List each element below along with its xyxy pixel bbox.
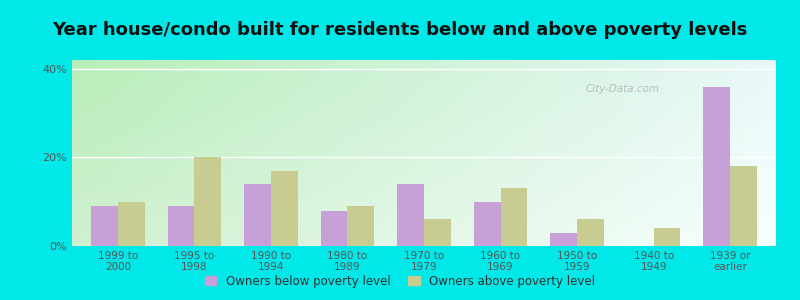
Bar bbox=[118, 202, 145, 246]
Bar bbox=[474, 202, 501, 246]
Bar bbox=[577, 219, 604, 246]
Bar bbox=[550, 233, 577, 246]
Bar bbox=[501, 188, 527, 246]
Bar bbox=[271, 171, 298, 246]
Bar bbox=[91, 206, 118, 246]
Bar bbox=[244, 184, 271, 246]
Text: City-Data.com: City-Data.com bbox=[586, 84, 660, 94]
Bar bbox=[703, 87, 730, 246]
Bar bbox=[194, 158, 222, 246]
Bar bbox=[398, 184, 424, 246]
Bar bbox=[424, 219, 450, 246]
Bar bbox=[654, 228, 680, 246]
Bar bbox=[321, 211, 347, 246]
Text: Year house/condo built for residents below and above poverty levels: Year house/condo built for residents bel… bbox=[52, 21, 748, 39]
Bar bbox=[347, 206, 374, 246]
Bar bbox=[168, 206, 194, 246]
Bar bbox=[730, 166, 757, 246]
Legend: Owners below poverty level, Owners above poverty level: Owners below poverty level, Owners above… bbox=[201, 271, 599, 291]
